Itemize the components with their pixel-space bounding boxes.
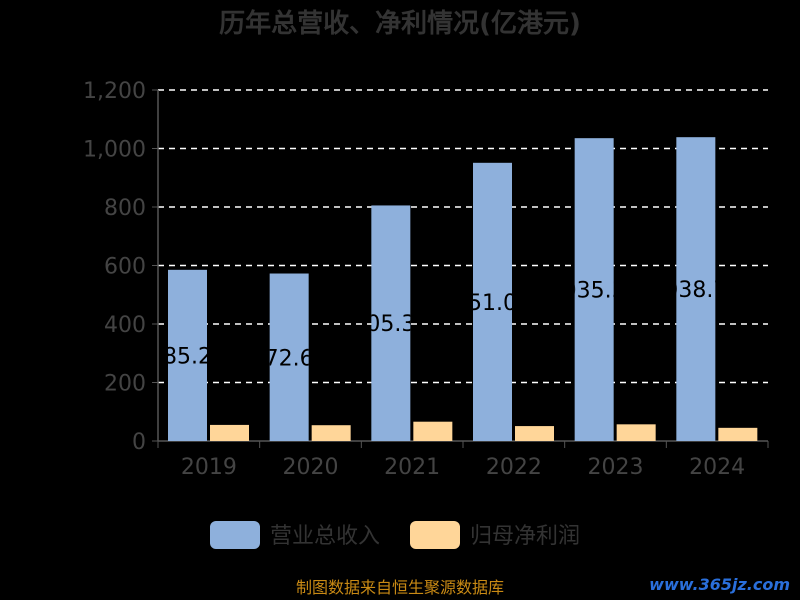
revenue-bar: [574, 138, 614, 441]
x-tick-label: 2023: [588, 455, 644, 480]
profit-bar: [616, 424, 656, 441]
revenue-value-label: 805.30: [352, 312, 429, 337]
grid-lines: [158, 89, 768, 384]
revenue-value-label: 585.20: [149, 344, 226, 369]
revenue-bar: [473, 162, 512, 442]
y-tick-label: 200: [104, 372, 146, 397]
x-tick-label: 2021: [384, 455, 440, 480]
axes: 0 200 400 600 800 1,000 1,200 2019 2020 2021 2022 2…: [83, 79, 769, 480]
y-tick-label: 1,000: [83, 138, 146, 163]
watermark: www.365jz.com: [649, 575, 790, 594]
chart-title: 历年总营收、净利情况(亿港元): [219, 8, 581, 39]
y-tick-label: 400: [104, 313, 146, 338]
bars: [168, 137, 758, 442]
revenue-bar: [168, 269, 207, 441]
legend-item-revenue[interactable]: 营业总收入: [210, 521, 380, 549]
x-tick-label: 2022: [486, 455, 542, 480]
x-tick-label: 2020: [283, 455, 339, 480]
legend-item-profit[interactable]: 归母净利润: [410, 521, 580, 549]
y-tick-label: 800: [104, 196, 146, 221]
legend-label: 归母净利润: [470, 524, 580, 549]
profit-bar: [311, 425, 351, 441]
y-tick-label: 600: [104, 255, 146, 280]
revenue-value-label: 1035.30: [549, 279, 640, 304]
legend-label: 营业总收入: [270, 524, 380, 549]
source-note: 制图数据来自恒生聚源数据库: [296, 578, 504, 597]
revenue-bar: [676, 137, 716, 442]
legend-swatch: [210, 521, 260, 549]
profit-bar: [210, 424, 249, 441]
legend-swatch: [410, 521, 460, 549]
bar-value-labels: 585.20 572.60 805.30 951.08 1035.30 1038.70: [149, 278, 741, 371]
y-tick-label: 0: [132, 430, 146, 455]
revenue-value-label: 1038.70: [650, 278, 741, 303]
revenue-bar: [269, 273, 309, 441]
y-tick-label: 1,200: [83, 79, 146, 104]
revenue-value-label: 951.08: [454, 291, 531, 316]
profit-bar: [718, 427, 758, 441]
x-tick-label: 2019: [181, 455, 237, 480]
revenue-bar: [371, 205, 411, 441]
profit-bar: [413, 421, 453, 441]
x-tick-label: 2024: [689, 455, 745, 480]
legend: 营业总收入 归母净利润: [210, 521, 580, 549]
profit-bar: [515, 426, 554, 441]
revenue-value-label: 572.60: [251, 346, 328, 371]
